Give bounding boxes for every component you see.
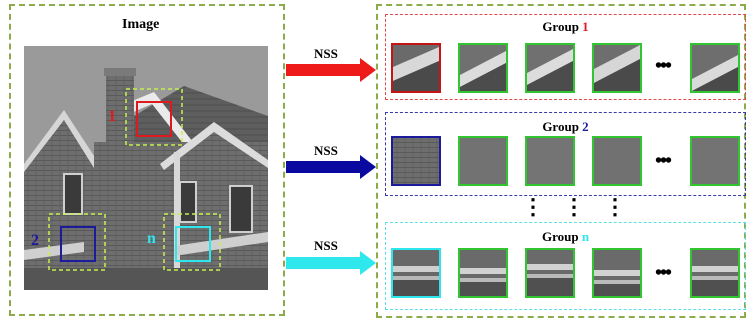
groupn-patch-ref <box>391 248 441 298</box>
group2-patch-4 <box>592 136 642 186</box>
image-title: Image <box>122 17 160 32</box>
nss-label-2: NSS <box>314 143 338 158</box>
region-overlays <box>48 88 221 271</box>
groupn-patch-last <box>690 248 740 298</box>
nss-label-1: NSS <box>314 46 338 61</box>
reference-patch-2 <box>60 226 96 262</box>
group2-patch-ref <box>391 136 441 186</box>
house-photo <box>24 46 268 290</box>
nss-arrow-3 <box>286 251 376 275</box>
search-window-n <box>163 213 221 271</box>
marker-label-1: 1 <box>108 108 116 125</box>
group2-patch-3 <box>525 136 575 186</box>
group1-ellipsis: ••• <box>655 55 672 77</box>
nss-arrow-2 <box>286 155 376 179</box>
search-window-1 <box>125 88 183 146</box>
vertical-dots-2: ⋮ <box>563 194 585 219</box>
search-window-2 <box>48 213 106 271</box>
group-index-2: 2 <box>582 119 589 134</box>
marker-label-2: 2 <box>31 232 39 249</box>
groupn-patch-4 <box>592 248 642 298</box>
group1-patch-2 <box>458 43 508 93</box>
group-title-n: Group n <box>541 229 590 244</box>
reference-patch-1 <box>136 101 172 137</box>
house-illustration <box>24 46 268 290</box>
group1-patch-3 <box>525 43 575 93</box>
group-index-1: 1 <box>582 19 589 34</box>
groupn-patch-2 <box>458 248 508 298</box>
source-image-panel <box>9 4 285 316</box>
groupn-ellipsis: ••• <box>655 262 672 284</box>
group2-patch-2 <box>458 136 508 186</box>
group1-patch-4 <box>592 43 642 93</box>
group-index-n: n <box>581 229 590 244</box>
group1-patch-ref <box>391 43 441 93</box>
nss-arrow-1 <box>286 58 376 82</box>
reference-patch-n <box>175 226 211 262</box>
groupn-patch-3 <box>525 248 575 298</box>
marker-label-n: n <box>147 230 156 247</box>
group2-patch-last <box>690 136 740 186</box>
group-title-1: Group 1 <box>542 19 589 34</box>
nss-label-3: NSS <box>314 238 338 253</box>
group1-patch-last <box>690 43 740 93</box>
group2-ellipsis: ••• <box>655 150 672 172</box>
vertical-dots-1: ⋮ <box>522 194 544 219</box>
vertical-dots-3: ⋮ <box>604 194 626 219</box>
group-title-2: Group 2 <box>542 119 589 134</box>
